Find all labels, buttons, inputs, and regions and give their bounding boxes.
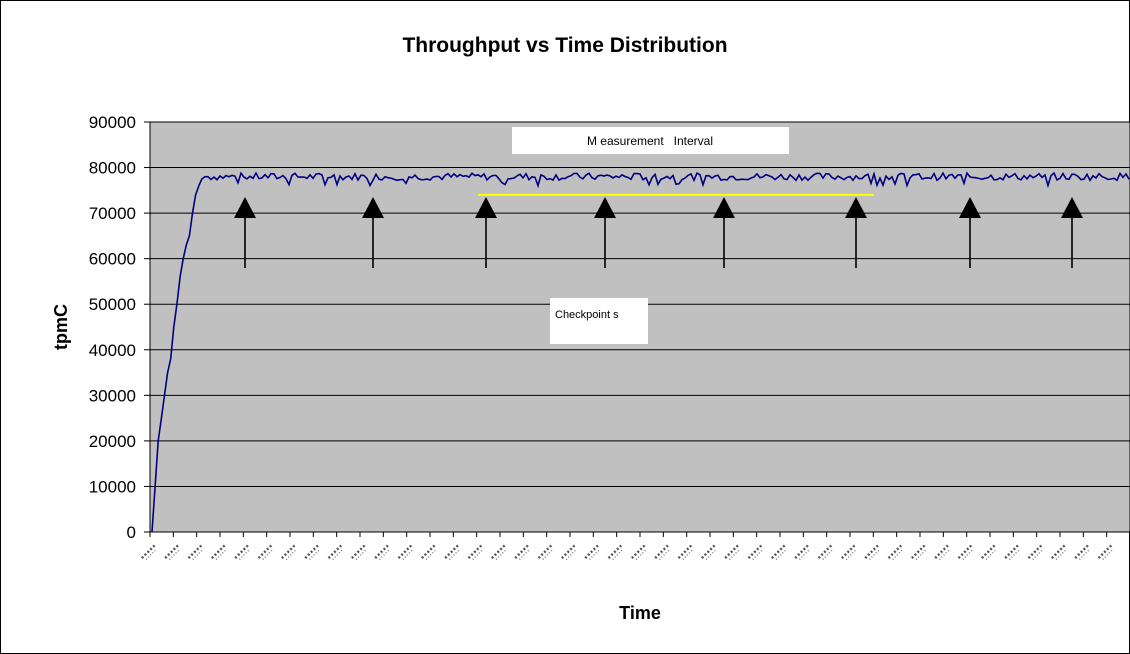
checkpoints-label-box bbox=[550, 298, 648, 344]
y-tick-label: 20000 bbox=[89, 432, 136, 451]
y-axis-title: tpmC bbox=[51, 304, 71, 350]
x-axis-ticks bbox=[141, 532, 1130, 561]
y-axis-ticks: 0 10000 20000 30000 40000 50000 60000 70000 8000… bbox=[89, 113, 150, 542]
y-tick-label: 50000 bbox=[89, 295, 136, 314]
series-tpmc-line bbox=[151, 171, 1130, 533]
checkpoint-arrow bbox=[475, 197, 497, 268]
y-tick-label: 40000 bbox=[89, 341, 136, 360]
x-axis-title: Time bbox=[619, 603, 661, 623]
checkpoint-arrow bbox=[362, 197, 384, 268]
measurement-interval-label-box bbox=[512, 127, 789, 154]
y-tick-label: 90000 bbox=[89, 113, 136, 132]
checkpoint-arrow bbox=[959, 197, 981, 268]
checkpoint-arrow bbox=[713, 197, 735, 268]
y-tick-label: 30000 bbox=[89, 386, 136, 405]
y-tick-label: 0 bbox=[127, 523, 136, 542]
checkpoint-arrow bbox=[845, 197, 867, 268]
y-tick-label: 10000 bbox=[89, 477, 136, 496]
y-tick-label: 60000 bbox=[89, 250, 136, 269]
checkpoints-label: Checkpoint s bbox=[555, 309, 619, 321]
y-tick-label: 70000 bbox=[89, 204, 136, 223]
checkpoint-arrow bbox=[594, 197, 616, 268]
checkpoint-arrow bbox=[1061, 197, 1083, 268]
checkpoint-arrow bbox=[234, 197, 256, 268]
y-tick-label: 80000 bbox=[89, 159, 136, 178]
checkpoint-arrows bbox=[234, 197, 1083, 268]
chart-title: Throughput vs Time Distribution bbox=[402, 34, 727, 57]
measurement-interval-label: M easurement Interval bbox=[587, 134, 713, 148]
